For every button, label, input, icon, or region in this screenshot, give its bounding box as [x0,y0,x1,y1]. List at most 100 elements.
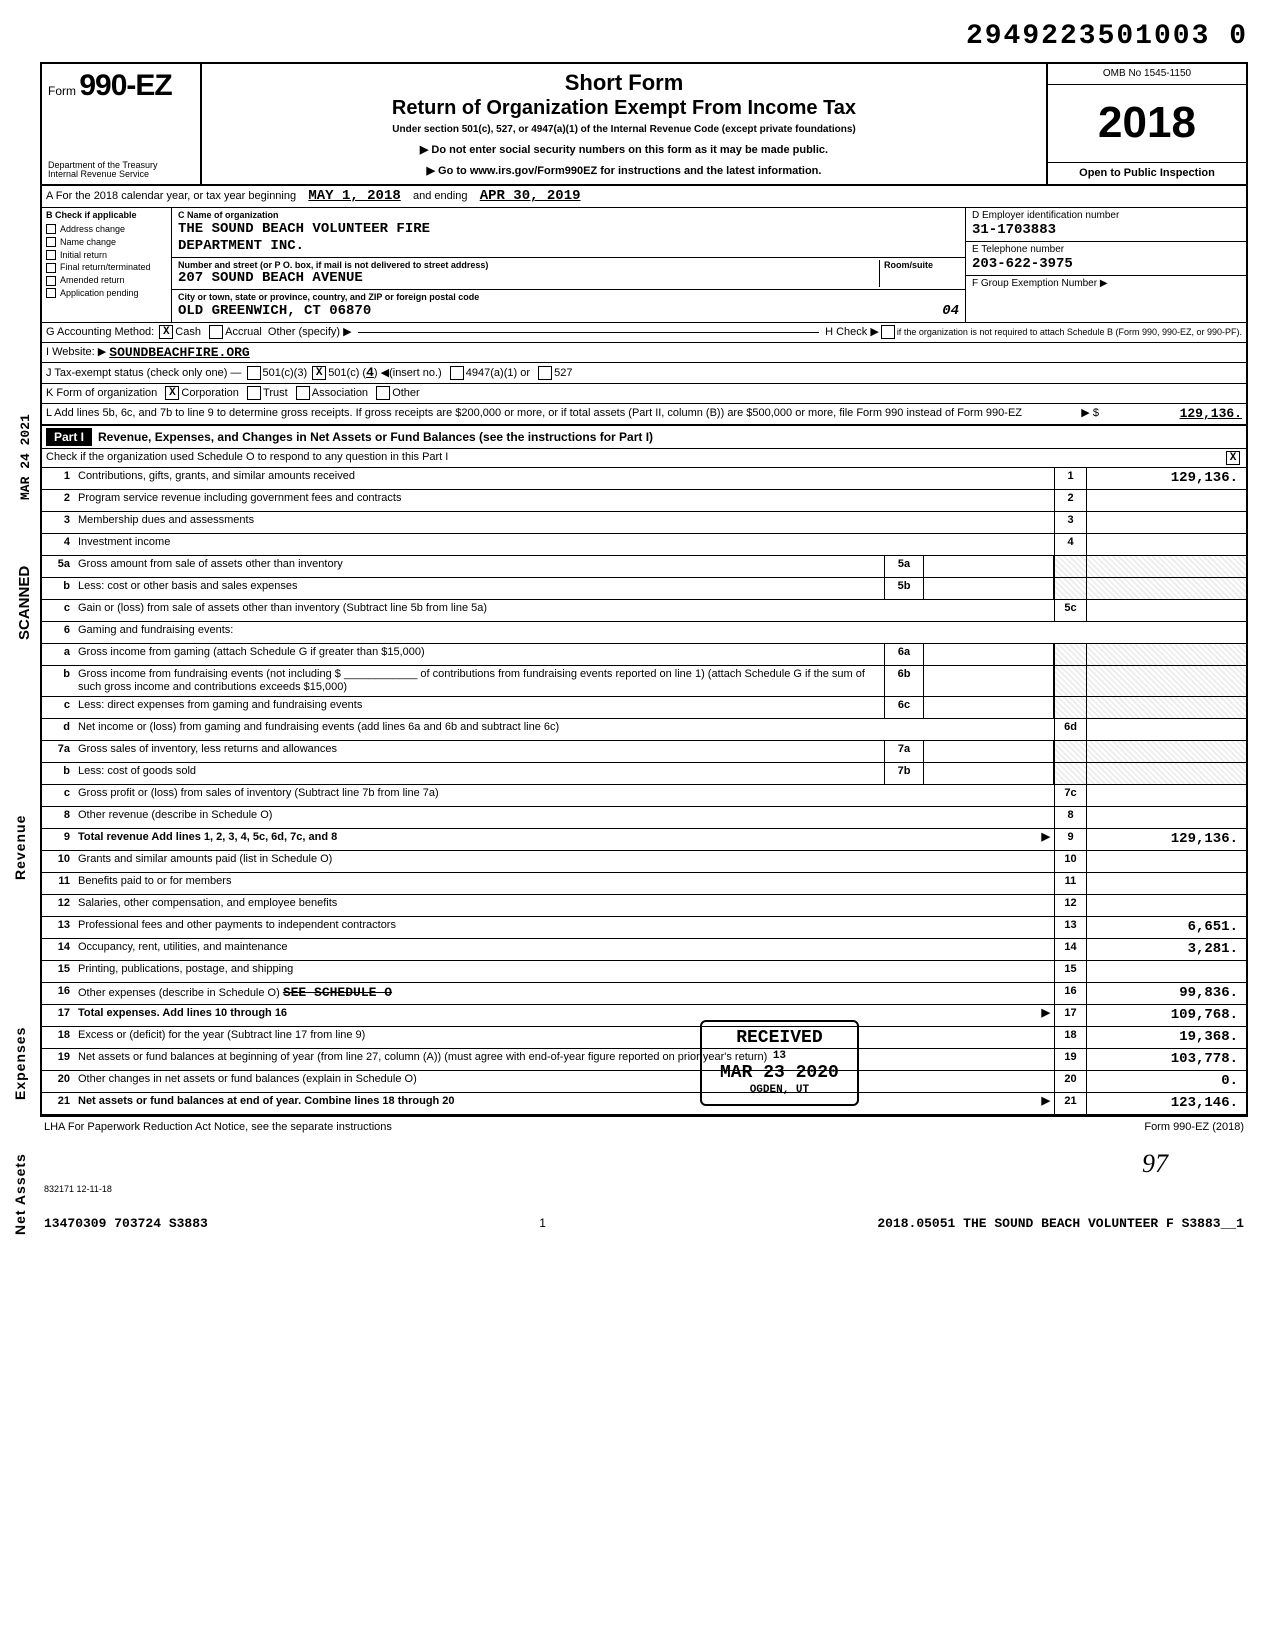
k-other-check[interactable] [376,386,390,400]
open-public: Open to Public Inspection [1048,163,1246,184]
chk-application-pending[interactable]: Application pending [42,287,171,300]
chk-final-return[interactable]: Final return/terminated [42,261,171,274]
row-rnum-shade [1054,556,1086,577]
j-527: 527 [554,367,572,380]
table-row: 19Net assets or fund balances at beginni… [42,1049,1246,1071]
row-desc: Net assets or fund balances at beginning… [74,1049,1054,1070]
part1-check[interactable]: X [1226,451,1240,465]
chk-label-3: Final return/terminated [60,262,151,273]
dept-block: Department of the Treasury Internal Reve… [48,161,194,181]
row-rnum-shade [1054,763,1086,784]
side-revenue: Revenue [12,815,29,880]
j-527-check[interactable] [538,366,552,380]
row-num: a [42,644,74,665]
row-midval [924,666,1054,696]
row-desc: Grants and similar amounts paid (list in… [74,851,1054,872]
k-trust-check[interactable] [247,386,261,400]
fy-end: APR 30, 2019 [480,188,581,204]
row-num: 16 [42,983,74,1004]
row-amt-shade [1086,763,1246,784]
row-amount: 3,281. [1086,939,1246,960]
line-a: A For the 2018 calendar year, or tax yea… [42,186,1246,208]
table-row: 1Contributions, gifts, grants, and simil… [42,468,1246,490]
row-desc: Excess or (deficit) for the year (Subtra… [74,1027,1054,1048]
row-rnum: 7c [1054,785,1086,806]
table-row: cLess: direct expenses from gaming and f… [42,697,1246,719]
row-num: 20 [42,1071,74,1092]
chk-label-1: Name change [60,237,116,248]
h-check[interactable] [881,325,895,339]
row-amount [1086,895,1246,916]
g-cash-check[interactable]: X [159,325,173,339]
table-row: 18Excess or (deficit) for the year (Subt… [42,1027,1246,1049]
row-desc: Gross profit or (loss) from sales of inv… [74,785,1054,806]
j-4947-check[interactable] [450,366,464,380]
row-rnum-shade [1054,697,1086,718]
header-left: Form 990-EZ Department of the Treasury I… [42,64,202,185]
row-rnum: 1 [1054,468,1086,489]
row-midval [924,697,1054,718]
chk-address-change[interactable]: Address change [42,223,171,236]
chk-initial-return[interactable]: Initial return [42,249,171,262]
row-desc: Gross amount from sale of assets other t… [74,556,884,577]
stamp-line4: OGDEN, UT [720,1084,839,1097]
bullet-2: ▶ Go to www.irs.gov/Form990EZ for instru… [212,165,1036,178]
g-label: G Accounting Method: [46,326,154,339]
row-amount: 109,768. [1086,1005,1246,1026]
row-rnum: 13 [1054,917,1086,938]
row-amt-shade [1086,666,1246,696]
row-rnum: 21 [1054,1093,1086,1114]
row-rnum: 3 [1054,512,1086,533]
part1-title: Revenue, Expenses, and Changes in Net As… [98,430,653,444]
row-rnum-shade [1054,578,1086,599]
bullet-1: ▶ Do not enter social security numbers o… [212,144,1036,157]
k-assoc-check[interactable] [296,386,310,400]
row-rnum: 16 [1054,983,1086,1004]
g-accrual-check[interactable] [209,325,223,339]
row-amount: 103,778. [1086,1049,1246,1070]
e-label: E Telephone number [972,244,1240,256]
header-mid: Short Form Return of Organization Exempt… [202,64,1046,185]
org-street: 207 SOUND BEACH AVENUE [178,270,879,287]
part1-check-row: Check if the organization used Schedule … [42,449,1246,468]
row-amount [1086,600,1246,621]
table-row: 9Total revenue Add lines 1, 2, 3, 4, 5c,… [42,829,1246,851]
chk-amended-return[interactable]: Amended return [42,274,171,287]
c-street-label: Number and street (or P O. box, if mail … [178,260,879,271]
row-num: d [42,719,74,740]
chk-label-0: Address change [60,224,125,235]
row-rnum: 2 [1054,490,1086,511]
col-c: C Name of organization THE SOUND BEACH V… [172,208,966,322]
row-midval [924,556,1054,577]
row-num: 10 [42,851,74,872]
row-amount [1086,961,1246,982]
part1-table: 1Contributions, gifts, grants, and simil… [42,468,1246,1115]
row-desc: Occupancy, rent, utilities, and maintena… [74,939,1054,960]
line-l: L Add lines 5b, 6c, and 7b to line 9 to … [42,404,1246,426]
row-midcol: 7a [884,741,924,762]
row-arrow-icon: ▶ [1042,1007,1050,1020]
j-501c-check[interactable]: X [312,366,326,380]
row-rnum-shade [1054,666,1086,696]
row-num: 17 [42,1005,74,1026]
k-corp-check[interactable]: X [165,386,179,400]
omb-number: OMB No 1545-1150 [1048,64,1246,85]
row-num: 8 [42,807,74,828]
chk-name-change[interactable]: Name change [42,236,171,249]
row-desc: Gross income from gaming (attach Schedul… [74,644,884,665]
table-row: 21Net assets or fund balances at end of … [42,1093,1246,1115]
row-rnum: 4 [1054,534,1086,555]
row-desc: Gain or (loss) from sale of assets other… [74,600,1054,621]
row-num: 18 [42,1027,74,1048]
page-bottom: 13470309 703724 S3883 1 2018.05051 THE S… [40,1198,1248,1232]
g-other: Other (specify) ▶ [268,326,352,339]
part1-check-text: Check if the organization used Schedule … [46,451,1224,464]
c-city-label: City or town, state or province, country… [178,292,959,303]
tax-year: 2018 [1048,85,1246,164]
j-501c3-check[interactable] [247,366,261,380]
row-midval [924,763,1054,784]
form-number-big: 990-EZ [79,69,171,102]
row-rnum: 20 [1054,1071,1086,1092]
g-cash: Cash [175,326,201,339]
form-prefix: Form [48,84,76,98]
